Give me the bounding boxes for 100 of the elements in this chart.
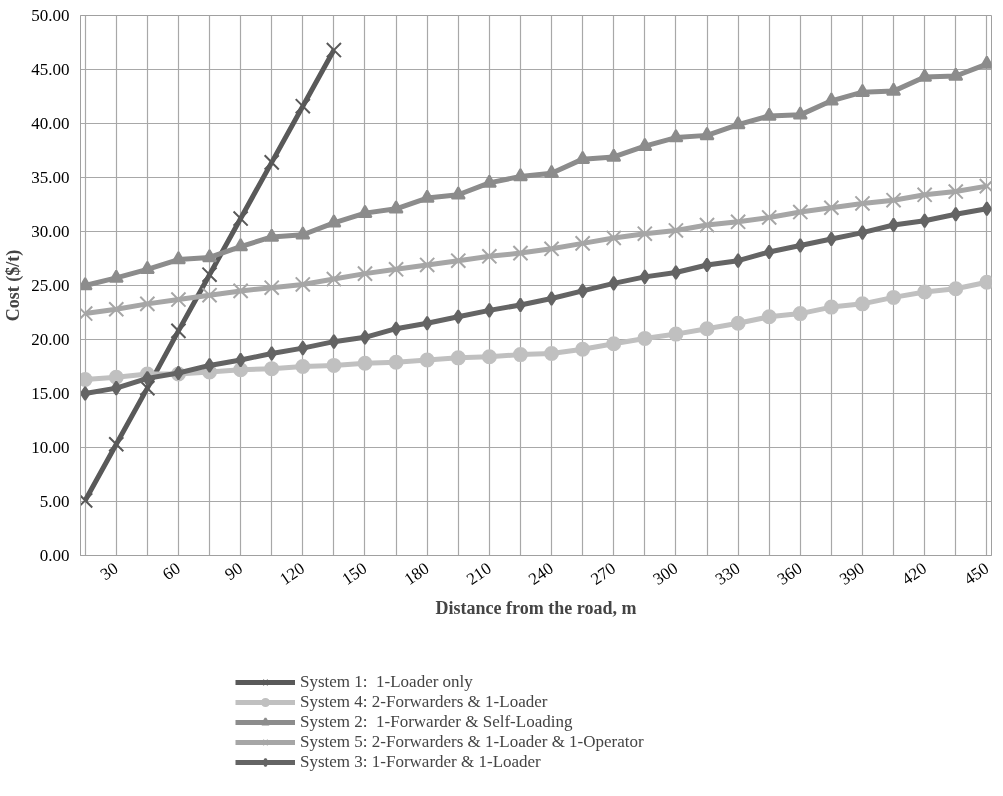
point (325, 41, 342, 59)
point (917, 284, 933, 300)
point (108, 269, 124, 283)
point (886, 82, 902, 96)
x-tick-label: 180 (400, 558, 433, 589)
x-tick-label: 90 (221, 558, 246, 584)
point (512, 245, 529, 262)
y-tick-label: 25.00 (31, 276, 70, 295)
point (794, 238, 806, 254)
x-tick-label: 240 (525, 558, 557, 589)
point (295, 359, 311, 374)
point (80, 386, 91, 401)
y-tick-label: 0.00 (39, 546, 70, 565)
point (886, 289, 902, 305)
point (170, 322, 187, 339)
x-tick-label: 30 (96, 558, 122, 584)
point (202, 248, 218, 263)
point (328, 334, 340, 350)
y-tick-label: 35.00 (31, 168, 70, 187)
point (575, 150, 591, 164)
y-tick-label: 50.00 (31, 6, 70, 25)
point (359, 329, 371, 345)
x-tick-label: 390 (836, 558, 868, 589)
point (667, 222, 684, 239)
point (950, 206, 962, 222)
point (668, 129, 684, 143)
point (668, 326, 684, 342)
y-tick-label: 10.00 (31, 438, 70, 457)
point (605, 229, 622, 247)
legend-label: System 4: 2-Forwarders & 1-Loader (300, 692, 548, 712)
y-tick-label: 20.00 (31, 330, 70, 349)
point (450, 252, 467, 269)
y-tick-label: 45.00 (31, 60, 70, 79)
point (763, 244, 775, 260)
point (297, 340, 309, 356)
point (854, 195, 871, 212)
point (294, 276, 311, 293)
point (419, 256, 436, 274)
point (761, 309, 777, 325)
point (574, 235, 591, 252)
point (452, 309, 464, 325)
point (481, 349, 497, 365)
point (698, 216, 716, 234)
point (139, 260, 155, 275)
point (264, 228, 280, 242)
point (108, 369, 124, 385)
point (388, 354, 404, 370)
x-tick-label: 120 (276, 558, 309, 589)
point (701, 257, 713, 273)
point (357, 204, 373, 218)
point (606, 336, 622, 352)
point (421, 315, 433, 331)
x-tick-label: 330 (711, 558, 744, 589)
x-tick-label: 210 (462, 558, 495, 589)
point (263, 279, 280, 296)
point (608, 275, 620, 291)
point (761, 107, 777, 121)
point (264, 361, 280, 377)
point (170, 251, 186, 265)
point (636, 225, 653, 242)
point (854, 83, 870, 97)
point (823, 299, 839, 315)
point (450, 350, 466, 366)
point (699, 321, 715, 337)
point (512, 167, 528, 182)
point (326, 357, 342, 373)
point (266, 346, 278, 362)
point (916, 186, 933, 203)
point (948, 67, 964, 81)
point (917, 68, 933, 82)
point (170, 291, 187, 308)
legend-label: System 2: 1-Forwarder & Self-Loading (300, 712, 573, 732)
y-tick-label: 40.00 (31, 114, 70, 133)
point (139, 295, 156, 312)
point (232, 210, 249, 227)
point (450, 186, 466, 200)
point (730, 213, 747, 230)
point (947, 183, 964, 200)
point (357, 355, 373, 371)
point (512, 347, 528, 363)
point (761, 209, 778, 226)
point (326, 214, 342, 228)
point (139, 380, 156, 397)
point (294, 98, 311, 115)
point (792, 203, 809, 221)
y-tick-label: 30.00 (31, 222, 70, 241)
y-tick-label: 5.00 (39, 492, 70, 511)
point (575, 341, 591, 357)
point (606, 148, 622, 162)
y-tick-label: 15.00 (31, 384, 70, 403)
point (670, 265, 682, 281)
point (544, 346, 560, 362)
point (263, 154, 280, 171)
x-tick-label: 450 (960, 558, 993, 589)
legend-label: System 5: 2-Forwarders & 1-Loader & 1-Operator (300, 732, 644, 752)
point (792, 306, 808, 322)
point (699, 126, 715, 141)
point (390, 321, 402, 337)
point (233, 238, 249, 252)
point (356, 265, 374, 282)
